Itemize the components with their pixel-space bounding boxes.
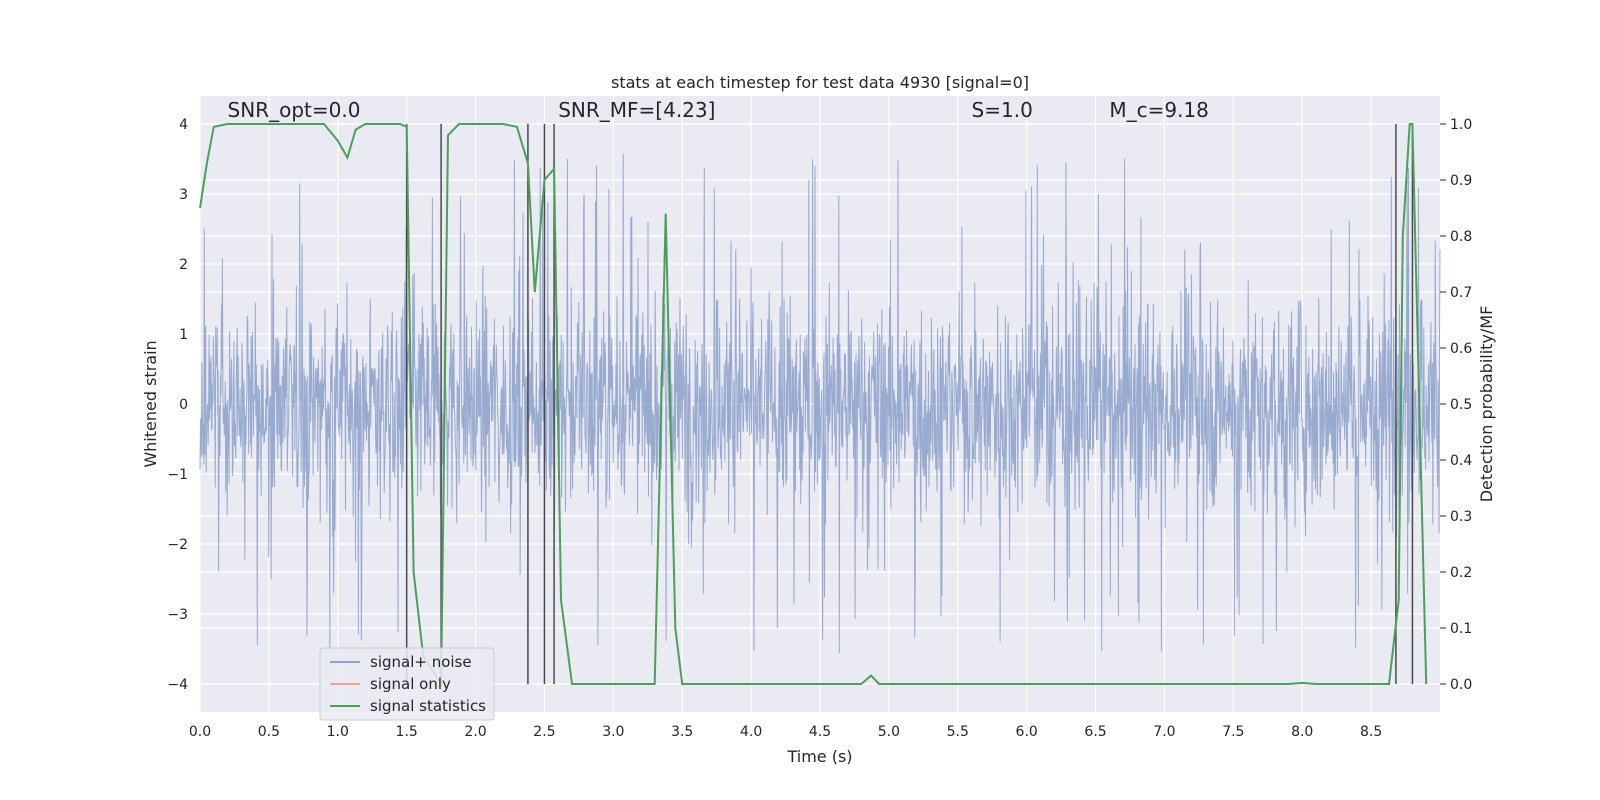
chart-title: stats at each timestep for test data 493…	[611, 73, 1029, 92]
legend: signal+ noise signal only signal statist…	[319, 647, 495, 721]
annotation: M_c=9.18	[1109, 98, 1209, 122]
y2-tick-label: 0.3	[1450, 509, 1472, 525]
x-tick-label: 7.0	[1153, 724, 1175, 740]
legend-label-noise: signal+ noise	[370, 653, 472, 671]
y-tick-label: −1	[167, 467, 188, 483]
annotation: SNR_MF=[4.23]	[558, 98, 715, 122]
annotation: SNR_opt=0.0	[228, 98, 361, 122]
x-tick-label: 7.5	[1222, 724, 1244, 740]
annotations: SNR_opt=0.0 SNR_MF=[4.23] S=1.0 M_c=9.18	[228, 98, 1209, 122]
y2-tick-label: 0.0	[1450, 677, 1472, 693]
x-tick-label: 4.5	[809, 724, 831, 740]
y2-tick-label: 0.4	[1450, 453, 1472, 469]
x-tick-label: 1.0	[327, 724, 349, 740]
y-tick-label: −2	[167, 537, 188, 553]
x-tick-label: 6.5	[1084, 724, 1106, 740]
x-tick-label: 0.0	[189, 724, 211, 740]
x-tick-label: 5.0	[878, 724, 900, 740]
y-tick-label: 1	[179, 327, 188, 343]
x-tick-label: 8.5	[1360, 724, 1382, 740]
stats-series	[199, 123, 1428, 688]
y-tick-label: −3	[167, 607, 188, 623]
legend-box	[319, 647, 495, 721]
x-tick-label: 2.0	[464, 724, 486, 740]
x-tick-label: 8.0	[1291, 724, 1313, 740]
y2-tick-label: 0.1	[1450, 621, 1472, 637]
legend-label-signal: signal only	[370, 675, 451, 693]
y2-tick-label: 0.5	[1450, 397, 1472, 413]
y-axis-label: Whitened strain	[141, 340, 160, 467]
legend-label-statistics: signal statistics	[370, 697, 486, 715]
y2-tick-label: 0.7	[1450, 285, 1472, 301]
x-tick-label: 2.5	[533, 724, 555, 740]
x-tick-label: 5.5	[947, 724, 969, 740]
y-tick-label: −4	[167, 677, 188, 693]
x-tick-label: 3.0	[602, 724, 624, 740]
vertical-markers	[405, 124, 1414, 684]
y2-tick-label: 0.8	[1450, 229, 1472, 245]
y2-tick-label: 0.9	[1450, 173, 1472, 189]
y2-tick-label: 1.0	[1450, 117, 1472, 133]
y-tick-label: 0	[179, 397, 188, 413]
y2-tick-label: 0.2	[1450, 565, 1472, 581]
tick-labels: 0.0 0.5 1.0 1.5 2.0 2.5 3.0 3.5 4.0 4.5 5.0 5.5 6.0 6…	[167, 117, 1472, 740]
annotation: S=1.0	[972, 98, 1033, 122]
x-tick-label: 3.5	[671, 724, 693, 740]
x-tick-label: 0.5	[258, 724, 280, 740]
y2-axis-label: Detection probability/MF	[1477, 306, 1496, 503]
statistics-line	[199, 123, 1428, 688]
y-tick-label: 4	[179, 117, 188, 133]
x-tick-label: 4.0	[740, 724, 762, 740]
x-tick-label: 6.0	[1016, 724, 1038, 740]
y-tick-label: 3	[179, 187, 188, 203]
x-tick-label: 1.5	[396, 724, 418, 740]
grid	[199, 96, 1440, 712]
y-tick-label: 2	[179, 257, 188, 273]
y2-tick-label: 0.6	[1450, 341, 1472, 357]
x-axis-label: Time (s)	[786, 747, 852, 766]
